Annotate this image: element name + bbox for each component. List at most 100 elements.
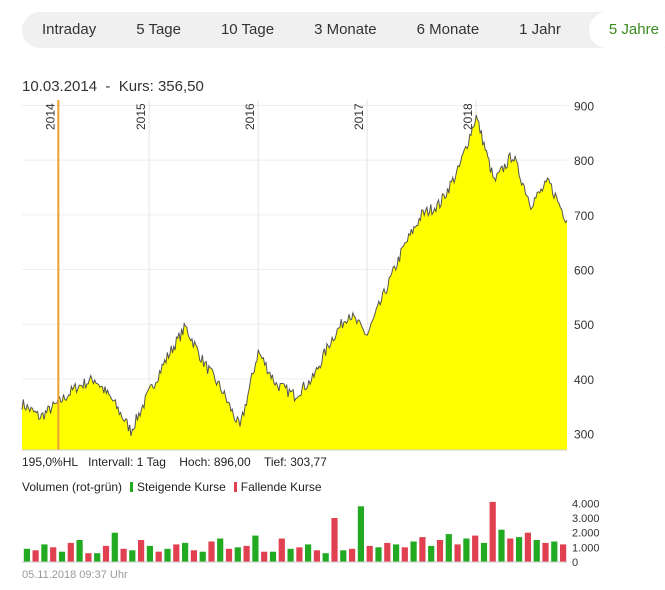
volume-bar-up — [217, 538, 224, 562]
volume-chart[interactable]: 0 1.000 2.000 3.000 4.000 — [0, 494, 665, 570]
volume-legend: Volumen (rot-grün) Steigende Kurse Falle… — [22, 480, 322, 494]
volume-bar-down — [67, 542, 74, 562]
volume-bar-up — [340, 550, 347, 562]
volume-bar-up — [393, 544, 400, 562]
volume-bar-up — [199, 551, 206, 562]
volume-title: Volumen (rot-grün) — [22, 480, 123, 494]
volume-bar-up — [516, 537, 523, 562]
falling-label: Fallende Kurse — [240, 480, 322, 494]
price-label: Kurs: — [118, 78, 154, 95]
x-tick-label: 2016 — [243, 103, 257, 130]
timestamp: 05.11.2018 09:37 Uhr — [22, 569, 128, 581]
volume-bar-up — [252, 535, 259, 562]
volume-tick-label: 2.000 — [572, 528, 600, 540]
volume-bar-up — [498, 529, 505, 562]
rising-label: Steigende Kurse — [137, 480, 226, 494]
volume-bar-up — [287, 548, 294, 562]
volume-bar-up — [94, 553, 101, 562]
volume-bar-up — [305, 544, 312, 562]
y-tick-label: 900 — [574, 99, 594, 113]
volume-bar-down — [296, 547, 303, 562]
y-tick-label: 700 — [574, 209, 594, 223]
volume-bar-up — [428, 545, 435, 562]
volume-bar-up — [269, 551, 277, 562]
volume-bar-down — [261, 551, 268, 562]
volume-bar-up — [234, 547, 241, 562]
timeframe-tabs: Intraday 5 Tage 10 Tage 3 Monate 6 Monat… — [22, 12, 665, 48]
y-tick-label: 500 — [574, 318, 594, 332]
volume-bar-down — [190, 550, 197, 562]
volume-bar-up — [164, 548, 171, 562]
price-value: 356,50 — [157, 78, 204, 95]
y-tick-label: 400 — [574, 373, 594, 387]
tab-3-monate[interactable]: 3 Monate — [314, 21, 377, 38]
volume-bar-down — [472, 535, 479, 562]
x-tick-label: 2017 — [352, 103, 366, 130]
x-tick-label: 2018 — [461, 103, 475, 130]
tab-6-monate[interactable]: 6 Monate — [416, 21, 480, 38]
volume-bar-up — [445, 534, 452, 562]
volume-bar-down — [85, 553, 92, 562]
x-tick-label: 2014 — [43, 103, 57, 130]
volume-bar-down — [454, 544, 461, 562]
volume-bar-down — [366, 545, 373, 562]
tab-5-jahre[interactable]: 5 Jahre — [588, 12, 665, 48]
volume-bar-down — [436, 540, 444, 562]
volume-bar-down — [331, 518, 338, 562]
volume-bar-up — [410, 541, 417, 562]
volume-bar-down — [225, 548, 233, 562]
volume-tick-label: 4.000 — [572, 498, 600, 510]
tab-10-tage[interactable]: 10 Tage — [220, 21, 275, 38]
volume-bar-up — [58, 551, 66, 562]
tab-5-tage[interactable]: 5 Tage — [136, 21, 181, 38]
volume-bar-up — [76, 540, 83, 562]
volume-bar-down — [524, 532, 531, 562]
tab-1-jahr[interactable]: 1 Jahr — [519, 21, 561, 38]
price-chart[interactable]: 300 400 500 600 700 800 900 2014 2015 2016 2017 201… — [0, 98, 665, 454]
interval-info: Intervall: 1 Tag — [88, 455, 166, 469]
volume-bar-up — [357, 506, 364, 562]
volume-bar-down — [384, 542, 391, 562]
volume-bar-down — [32, 550, 39, 562]
header-separator: - — [105, 78, 111, 95]
volume-bar-down — [419, 537, 426, 562]
y-tick-label: 300 — [574, 428, 594, 442]
volume-tick-label: 3.000 — [572, 513, 600, 525]
rising-swatch — [130, 482, 134, 492]
volume-bar-up — [111, 532, 118, 562]
volume-bar-down — [507, 538, 514, 562]
volume-bar-up — [463, 538, 470, 562]
volume-bar-down — [349, 548, 356, 562]
volume-bar-down — [138, 540, 145, 562]
volume-bar-down — [102, 545, 110, 562]
volume-bar-up — [41, 544, 48, 562]
y-tick-label: 600 — [574, 264, 594, 278]
volume-bar-down — [155, 551, 162, 562]
volume-bar-up — [129, 550, 136, 562]
hl-percent: 195,0%HL — [22, 455, 79, 469]
volume-bar-up — [480, 542, 488, 562]
volume-bar-down — [50, 547, 57, 562]
cursor-date: 10.03.2014 — [22, 78, 98, 95]
volume-bar-down — [278, 538, 285, 562]
high-value: Hoch: 896,00 — [179, 455, 251, 469]
y-tick-label: 800 — [574, 154, 594, 168]
volume-tick-label: 1.000 — [572, 542, 600, 554]
price-line — [21, 114, 568, 436]
volume-tick-label: 0 — [572, 557, 578, 569]
volume-bar-down — [489, 501, 496, 562]
volume-bar-down — [173, 544, 180, 562]
tab-intraday[interactable]: Intraday — [42, 21, 97, 38]
volume-bar-up — [551, 541, 558, 562]
chart-stats: 195,0%HL Intervall: 1 Tag Hoch: 896,00 T… — [22, 455, 327, 469]
volume-bar-down — [560, 544, 567, 562]
volume-bar-up — [322, 553, 329, 562]
chart-header: 10.03.2014 - Kurs: 356,50 — [22, 78, 204, 95]
volume-bar-down — [208, 541, 215, 562]
volume-bar-up — [23, 548, 30, 562]
falling-swatch — [233, 482, 237, 492]
low-value: Tief: 303,77 — [263, 455, 327, 469]
volume-bar-down — [542, 542, 549, 562]
volume-bar-up — [533, 540, 540, 562]
volume-bar-down — [243, 545, 250, 562]
